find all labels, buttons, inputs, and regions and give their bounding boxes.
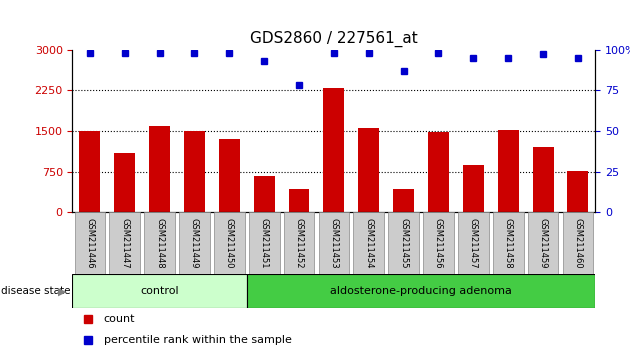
Text: control: control [140, 286, 179, 296]
Bar [114, 153, 135, 212]
Text: count: count [104, 314, 135, 324]
Bar [423, 212, 454, 274]
Bar [528, 212, 558, 274]
Text: GSM211448: GSM211448 [155, 218, 164, 269]
Text: GSM211458: GSM211458 [504, 218, 513, 269]
Bar [463, 165, 484, 212]
Bar [319, 212, 349, 274]
Bar [72, 274, 247, 308]
Bar [219, 139, 240, 212]
Text: GSM211459: GSM211459 [539, 218, 547, 269]
Text: GSM211457: GSM211457 [469, 218, 478, 269]
Text: GSM211447: GSM211447 [120, 218, 129, 269]
Bar [184, 131, 205, 212]
Bar [388, 212, 419, 274]
Bar [144, 212, 175, 274]
Title: GDS2860 / 227561_at: GDS2860 / 227561_at [250, 30, 418, 47]
Bar [498, 130, 518, 212]
Text: GSM211451: GSM211451 [260, 218, 268, 269]
Bar [74, 212, 105, 274]
Text: GSM211460: GSM211460 [573, 218, 582, 269]
Bar [249, 212, 280, 274]
Text: GSM211452: GSM211452 [295, 218, 304, 269]
Bar [393, 189, 414, 212]
Text: disease state: disease state [1, 286, 70, 296]
Text: GSM211450: GSM211450 [225, 218, 234, 269]
Bar [254, 176, 275, 212]
Text: GSM211446: GSM211446 [86, 218, 94, 269]
Bar [289, 189, 309, 212]
Bar [428, 132, 449, 212]
Text: GSM211455: GSM211455 [399, 218, 408, 269]
Bar [179, 212, 210, 274]
Text: aldosterone-producing adenoma: aldosterone-producing adenoma [330, 286, 512, 296]
Bar [493, 212, 524, 274]
Text: ▶: ▶ [58, 286, 66, 296]
Text: GSM211453: GSM211453 [329, 218, 338, 269]
Text: GSM211454: GSM211454 [364, 218, 373, 269]
Text: percentile rank within the sample: percentile rank within the sample [104, 335, 292, 345]
Text: GSM211456: GSM211456 [434, 218, 443, 269]
Text: GSM211449: GSM211449 [190, 218, 199, 269]
Bar [284, 212, 314, 274]
Bar [568, 171, 588, 212]
Bar [214, 212, 244, 274]
Bar [247, 274, 595, 308]
Bar [458, 212, 489, 274]
Bar [79, 131, 100, 212]
Bar [358, 128, 379, 212]
Bar [532, 147, 554, 212]
Bar [563, 212, 593, 274]
Bar [110, 212, 140, 274]
Bar [353, 212, 384, 274]
Bar [323, 87, 345, 212]
Bar [149, 126, 170, 212]
